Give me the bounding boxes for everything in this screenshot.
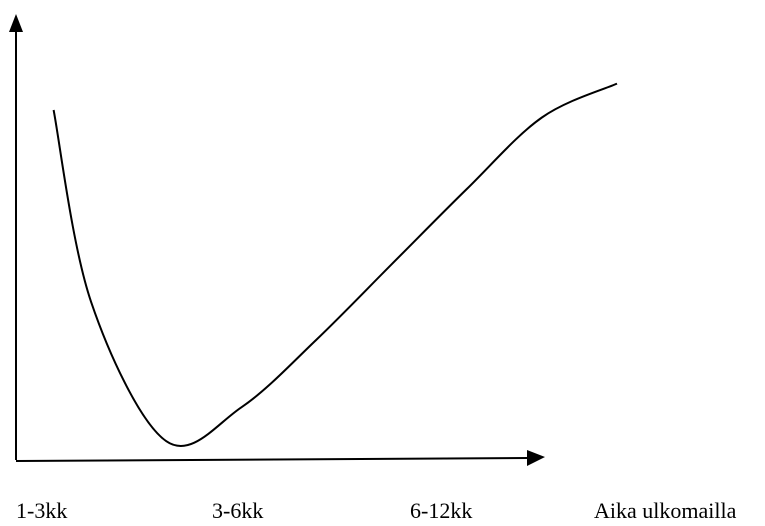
x-axis-title: Aika ulkomailla <box>594 498 737 523</box>
y-axis-arrowhead <box>9 14 23 32</box>
x-tick-label: 6-12kk <box>410 498 472 523</box>
x-axis-arrowhead <box>527 450 545 466</box>
y-axis <box>9 14 23 460</box>
curve-line <box>52 82 618 448</box>
x-axis <box>15 450 545 466</box>
x-axis-line <box>15 457 529 462</box>
x-tick-label: 1-3kk <box>16 498 67 523</box>
x-tick-label: 3-6kk <box>212 498 263 523</box>
x-tick-labels: 1-3kk 3-6kk 6-12kk <box>16 498 472 523</box>
